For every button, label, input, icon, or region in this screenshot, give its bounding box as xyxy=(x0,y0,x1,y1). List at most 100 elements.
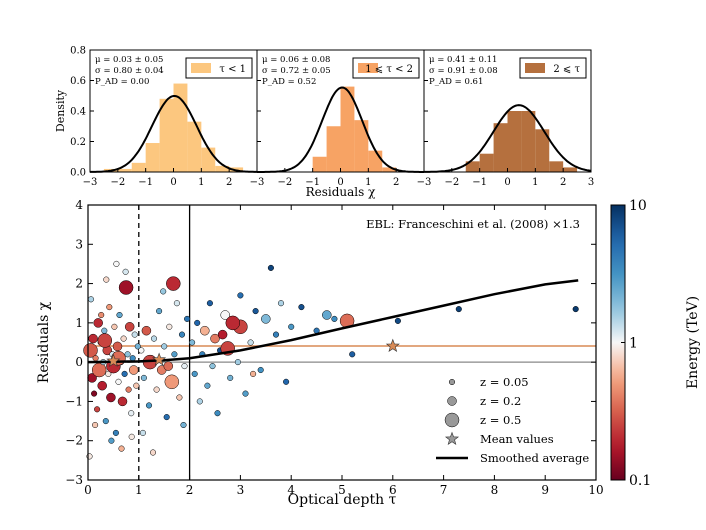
histogram-bar xyxy=(173,83,188,172)
data-point xyxy=(98,311,105,319)
data-point xyxy=(242,390,249,397)
legend-star-icon xyxy=(444,431,460,446)
y-tick-label: −1 xyxy=(65,394,83,408)
histogram-bar xyxy=(117,168,132,172)
histogram-bar xyxy=(340,86,355,172)
data-point xyxy=(153,386,160,393)
y-axis-label: Density xyxy=(54,89,67,132)
data-point xyxy=(116,311,123,319)
data-point xyxy=(131,331,138,338)
data-point xyxy=(194,319,201,326)
histogram-bar xyxy=(187,121,202,172)
data-point xyxy=(163,414,170,421)
x-tick-label: 0 xyxy=(84,483,92,497)
y-tick-label: −3 xyxy=(65,473,83,487)
data-point xyxy=(171,351,178,358)
data-point xyxy=(156,308,163,315)
x-tick-label: −1 xyxy=(472,177,487,188)
x-tick-label: −1 xyxy=(138,177,153,188)
y-tick-label: 0.0 xyxy=(70,168,86,179)
data-point xyxy=(200,325,210,336)
x-tick-label: 4 xyxy=(287,483,295,497)
y-tick-label: 0.8 xyxy=(70,46,86,57)
data-point xyxy=(117,396,128,407)
y-tick-label: 3 xyxy=(75,237,83,251)
data-point xyxy=(257,366,264,374)
histogram-1: −3 −2 −1 0 1 2 0.0 0.2 0.4 0.6 0.8 μ = 0.03 ± 0.05σ… xyxy=(54,46,258,188)
data-point xyxy=(166,276,181,291)
legend-marker-small xyxy=(448,378,456,386)
histogram-bar xyxy=(201,147,216,172)
x-tick-label: 1 xyxy=(532,177,538,188)
histogram-bar xyxy=(507,111,522,172)
colorbar-label: Energy (TeV) xyxy=(685,296,701,389)
data-point xyxy=(331,315,338,322)
energy-colorbar: 10 1 0.1 Energy (TeV) xyxy=(610,198,701,489)
data-point xyxy=(206,300,213,307)
x-tick-label: −3 xyxy=(83,177,98,188)
data-point xyxy=(133,382,140,389)
data-point xyxy=(189,339,196,346)
data-point xyxy=(128,365,139,375)
x-tick-label: −2 xyxy=(277,177,292,188)
data-point xyxy=(101,327,108,334)
data-point xyxy=(88,333,98,344)
data-point xyxy=(217,329,228,340)
y-tick-label: 0.6 xyxy=(70,76,86,87)
data-point xyxy=(272,331,280,338)
data-point xyxy=(118,280,134,295)
histogram-bar xyxy=(521,111,536,172)
data-point xyxy=(252,308,259,315)
histogram-bar xyxy=(326,126,341,172)
data-point xyxy=(128,410,135,417)
x-tick-label: 2 xyxy=(226,177,232,188)
fit-statistic: σ = 0.91 ± 0.08 xyxy=(429,66,498,76)
data-point xyxy=(225,315,241,331)
data-point xyxy=(124,351,131,358)
data-point xyxy=(97,333,113,348)
data-point xyxy=(214,410,221,417)
legend-label: Mean values xyxy=(480,432,554,446)
data-point xyxy=(247,339,254,346)
data-point xyxy=(128,433,135,440)
legend-marker-large xyxy=(444,412,460,428)
data-point xyxy=(94,406,101,413)
y-tick-label: 1 xyxy=(75,316,83,330)
data-point xyxy=(134,343,141,350)
y-tick-label: 0.4 xyxy=(70,107,86,118)
histogram-bar xyxy=(382,167,397,172)
fit-statistic: σ = 0.80 ± 0.04 xyxy=(95,66,164,76)
data-point xyxy=(161,343,168,350)
data-point xyxy=(210,333,220,344)
data-point xyxy=(97,380,107,391)
data-point xyxy=(139,429,146,436)
mean-value-star xyxy=(385,338,400,353)
data-point xyxy=(92,421,99,429)
data-point xyxy=(283,378,290,385)
histogram-bar xyxy=(215,165,230,172)
histogram-bar xyxy=(145,143,160,172)
x-tick-label: 1 xyxy=(135,483,143,497)
data-point xyxy=(108,437,115,444)
legend-marker-medium xyxy=(447,396,457,406)
x-tick-label: 1 xyxy=(198,177,204,188)
histogram-bar xyxy=(549,161,564,172)
x-tick-label: 3 xyxy=(237,483,245,497)
histogram-bar xyxy=(479,153,494,172)
data-point xyxy=(394,317,401,324)
x-tick-label: 3 xyxy=(588,177,594,188)
data-point xyxy=(322,310,332,320)
histogram-bar xyxy=(535,129,550,172)
data-point xyxy=(220,310,230,320)
data-point xyxy=(184,315,191,322)
data-point xyxy=(349,351,356,358)
data-point xyxy=(113,260,120,267)
fit-statistic: μ = 0.41 ± 0.11 xyxy=(429,55,497,65)
data-point xyxy=(93,318,103,328)
data-point xyxy=(234,359,241,366)
x-tick-label: 0 xyxy=(504,177,510,188)
histogram-bar xyxy=(354,120,369,172)
fit-statistic: P_AD = 0.00 xyxy=(95,77,149,87)
y-tick-label: 4 xyxy=(75,198,83,212)
